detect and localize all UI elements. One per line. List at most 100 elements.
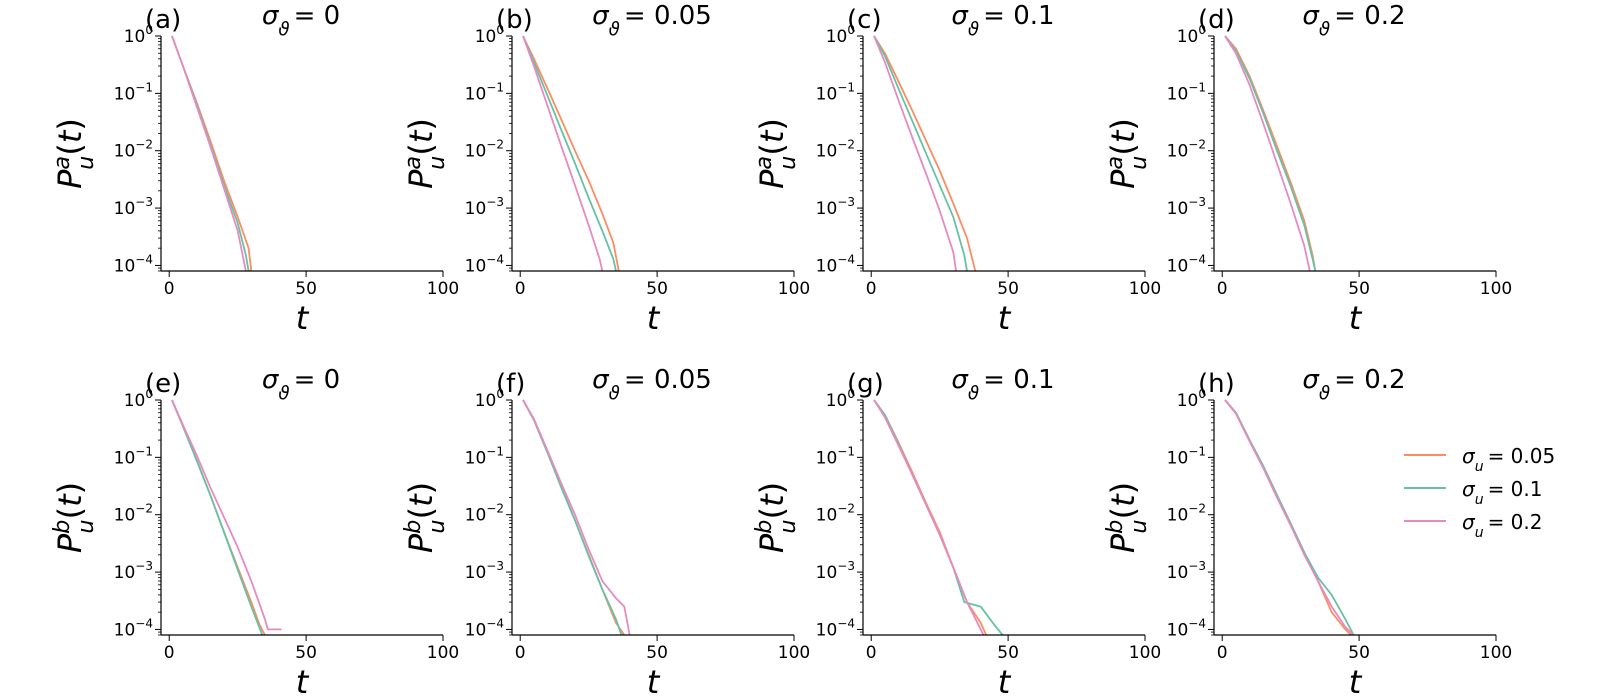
y-tick-label: 100 [124,387,153,411]
panel-title: σϑ = 0 [262,1,340,40]
y-axis-label: Pbu(t) [1102,482,1152,553]
y-tick-label: 10−4 [114,252,153,276]
y-axis-label: Pbu(t) [400,482,450,553]
y-tick-label: 10−2 [114,138,153,162]
y-axis-label: Pau(t) [49,118,99,189]
y-tick-label: 10−4 [816,616,855,640]
panel-label: (g) [847,369,884,399]
y-axis-label: Pbu(t) [49,482,99,553]
x-tick-label: 0 [866,279,877,299]
y-tick-label: 10−2 [816,138,855,162]
x-tick-label: 0 [1217,279,1228,299]
series-line [171,35,250,271]
legend-label: σu = 0.2 [1462,510,1542,541]
y-tick-label: 10−4 [1167,616,1206,640]
y-tick-label: 10−4 [465,252,504,276]
y-tick-label: 10−3 [465,559,504,583]
y-tick-label: 10−1 [816,444,855,468]
panel-title: σϑ = 0.1 [951,365,1054,404]
series-line [873,35,957,271]
y-tick-label: 100 [475,387,504,411]
x-tick-label: 0 [1217,643,1228,663]
panel-e: 100 10−1 10−2 10−3 10−4 0 50 100 t Pbu(t) (e) σϑ = 0 [49,365,459,700]
legend-label: σu = 0.05 [1462,444,1555,475]
y-tick-label: 100 [826,387,855,411]
x-tick-label: 50 [646,279,668,299]
y-tick-label: 10−1 [114,444,153,468]
series-line [522,399,631,635]
y-tick-label: 10−3 [465,195,504,219]
y-tick-label: 10−3 [114,195,153,219]
x-tick-label: 0 [164,279,175,299]
y-tick-label: 10−1 [465,444,504,468]
y-axis-label: Pau(t) [400,118,450,189]
panel-label: (a) [145,5,181,35]
panel-label: (f) [496,369,525,399]
series-line [873,35,968,271]
y-tick-label: 10−2 [1167,138,1206,162]
panel-label: (h) [1198,369,1235,399]
x-tick-label: 0 [164,643,175,663]
panel-h: 100 10−1 10−2 10−3 10−4 0 50 100 t Pbu(t) (h) σϑ = 0… [1102,365,1512,700]
panel-title: σϑ = 0.05 [592,1,712,40]
panel-title: σϑ = 0.05 [592,365,712,404]
x-axis-label: t [1349,299,1363,337]
y-tick-label: 10−1 [114,80,153,104]
panel-title: σϑ = 0.2 [1302,1,1405,40]
x-tick-label: 50 [997,643,1019,663]
x-tick-label: 50 [1348,279,1370,299]
x-tick-label: 0 [866,643,877,663]
series-line [171,399,282,631]
series-line [522,35,617,271]
y-axis-label: Pbu(t) [751,482,801,553]
y-tick-label: 10−4 [114,616,153,640]
x-tick-label: 0 [515,643,526,663]
panel-g: 100 10−1 10−2 10−3 10−4 0 50 100 t Pbu(t) (g) σϑ = 0… [751,365,1161,700]
panel-title: σϑ = 0.2 [1302,365,1405,404]
series-line [522,35,604,271]
series-line [1224,35,1317,271]
x-axis-label: t [296,299,310,337]
panel-f: 100 10−1 10−2 10−3 10−4 0 50 100 t Pbu(t) (f) σϑ = 0… [400,365,810,700]
y-tick-label: 100 [475,23,504,47]
series-line [1224,399,1355,635]
y-tick-label: 10−4 [465,616,504,640]
legend-label: σu = 0.1 [1462,477,1542,508]
y-tick-label: 100 [1177,23,1206,47]
series-line [1224,399,1355,635]
x-tick-label: 50 [295,643,317,663]
y-tick-label: 10−3 [1167,559,1206,583]
x-tick-label: 50 [1348,643,1370,663]
x-axis-label: t [647,663,661,700]
panel-b: 100 10−1 10−2 10−3 10−4 0 50 100 t Pau(t) (b) σϑ = 0… [400,1,810,337]
panel-label: (e) [145,369,181,399]
y-tick-label: 10−2 [465,502,504,526]
y-tick-label: 100 [826,23,855,47]
panel-label: (b) [496,5,533,35]
x-tick-label: 100 [1129,643,1161,663]
y-tick-label: 10−3 [816,559,855,583]
series-line [522,399,623,635]
x-tick-label: 100 [1129,279,1161,299]
x-axis-label: t [647,299,661,337]
y-tick-label: 10−3 [816,195,855,219]
x-tick-label: 50 [295,279,317,299]
y-tick-label: 10−2 [1167,502,1206,526]
y-tick-label: 10−4 [816,252,855,276]
series-line [873,399,988,635]
x-tick-label: 100 [778,643,810,663]
x-tick-label: 100 [1480,279,1512,299]
x-tick-label: 50 [997,279,1019,299]
series-line [873,399,985,635]
y-tick-label: 10−3 [1167,195,1206,219]
panel-title: σϑ = 0 [262,365,340,404]
y-tick-label: 10−2 [465,138,504,162]
x-tick-label: 0 [515,279,526,299]
y-tick-label: 100 [124,23,153,47]
panel-label: (c) [847,5,882,35]
panel-a: 100 10−1 10−2 10−3 10−4 0 50 100 t Pau(t) (a) σϑ = 0 [49,1,459,337]
y-tick-label: 10−2 [114,502,153,526]
y-tick-label: 10−2 [816,502,855,526]
